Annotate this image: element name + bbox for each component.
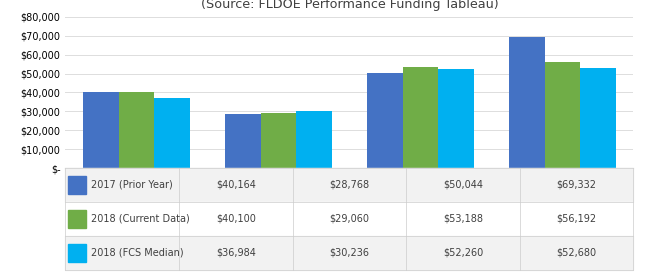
Bar [68,176,86,195]
Bar [68,244,86,262]
Text: $36,984: $36,984 [215,248,256,258]
Bar [261,113,296,168]
Bar [296,111,332,168]
Text: $29,060: $29,060 [329,214,370,224]
Bar [225,114,261,168]
Text: $40,164: $40,164 [215,180,256,190]
Text: $52,680: $52,680 [556,248,597,258]
Bar [65,202,633,236]
Text: $53,188: $53,188 [443,214,483,224]
Bar [119,92,154,168]
Text: $30,236: $30,236 [329,248,370,258]
Bar [65,236,633,270]
Bar [83,92,119,168]
Text: $69,332: $69,332 [556,180,597,190]
Bar [545,62,580,168]
Text: $56,192: $56,192 [556,214,597,224]
Text: $52,260: $52,260 [443,248,483,258]
Bar [65,168,633,202]
Bar [367,73,403,168]
Text: $28,768: $28,768 [329,180,370,190]
Text: $40,100: $40,100 [215,214,256,224]
Text: 2018 (FCS Median): 2018 (FCS Median) [91,248,183,258]
Bar [580,68,616,168]
Text: 2017 (Prior Year): 2017 (Prior Year) [91,180,172,190]
Bar [68,210,86,228]
Text: 2018 (Current Data): 2018 (Current Data) [91,214,189,224]
Title: Median Wage Annualized Wages of Graduates Full-Time Employeed
(Source: FLDOE Per: Median Wage Annualized Wages of Graduate… [134,0,565,11]
Bar [438,69,473,168]
Bar [154,98,189,168]
Bar [403,67,438,168]
Bar [509,37,545,168]
Text: $50,044: $50,044 [443,180,483,190]
